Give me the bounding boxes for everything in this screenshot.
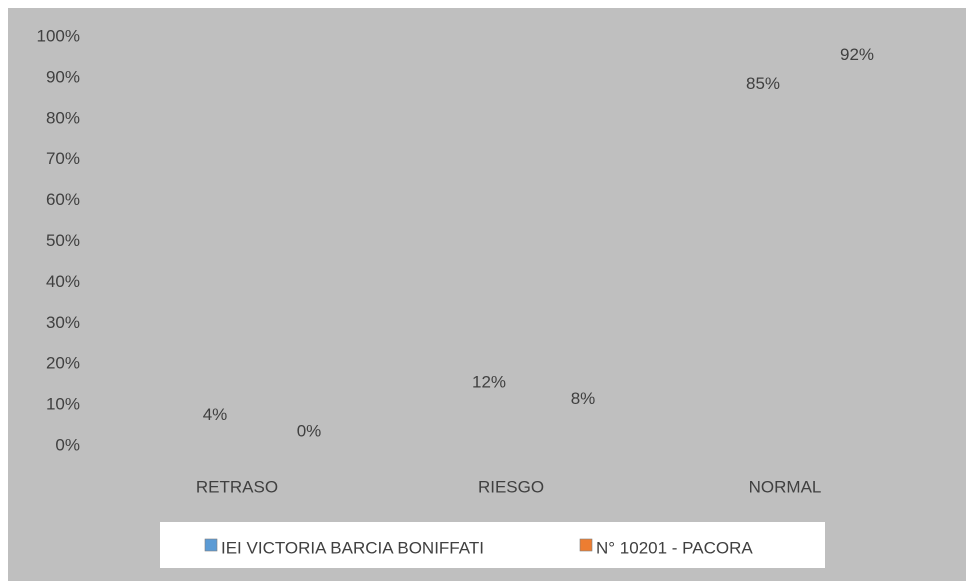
legend-swatch — [579, 538, 593, 552]
y-tick-label: 30% — [46, 313, 80, 332]
bar — [837, 70, 877, 446]
y-tick-label: 80% — [46, 108, 80, 127]
bar — [743, 98, 783, 446]
x-tick-label: NORMAL — [749, 477, 822, 496]
legend-swatch — [204, 538, 218, 552]
data-label: 92% — [840, 45, 874, 64]
data-label: 0% — [297, 421, 322, 440]
bar — [563, 413, 603, 446]
y-tick-label: 100% — [37, 26, 80, 45]
bar — [469, 397, 509, 446]
y-tick-label: 40% — [46, 272, 80, 291]
y-tick-label: 60% — [46, 190, 80, 209]
bar — [195, 430, 235, 446]
legend-label: IEI VICTORIA BARCIA BONIFFATI — [221, 538, 484, 557]
y-tick-label: 20% — [46, 354, 80, 373]
y-tick-label: 0% — [55, 435, 80, 454]
data-label: 8% — [571, 389, 596, 408]
y-tick-label: 50% — [46, 231, 80, 250]
data-label: 4% — [203, 405, 228, 424]
data-label: 85% — [746, 74, 780, 93]
y-tick-label: 90% — [46, 67, 80, 86]
y-tick-label: 70% — [46, 149, 80, 168]
x-tick-label: RETRASO — [196, 477, 278, 496]
legend-label: N° 10201 - PACORA — [596, 538, 753, 557]
x-tick-label: RIESGO — [478, 477, 544, 496]
y-tick-label: 10% — [46, 395, 80, 414]
chart-background — [8, 8, 966, 581]
legend-box — [160, 522, 825, 568]
data-label: 12% — [472, 372, 506, 391]
